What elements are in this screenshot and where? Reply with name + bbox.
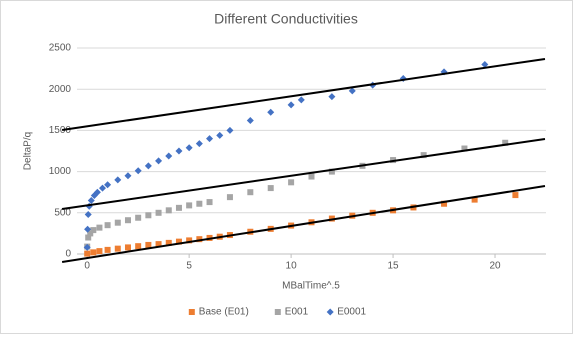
data-point — [98, 184, 106, 192]
data-point — [196, 236, 203, 243]
data-point — [420, 152, 427, 159]
data-point — [87, 196, 95, 204]
trendline — [61, 57, 546, 131]
data-point — [145, 212, 152, 219]
data-point — [165, 152, 173, 160]
y-tick-label: 2500 — [49, 43, 72, 54]
data-point — [226, 194, 233, 201]
x-tick-label: 10 — [286, 261, 298, 272]
y-tick-label: 1500 — [49, 125, 72, 136]
trendline — [61, 185, 546, 263]
data-point — [165, 239, 172, 246]
data-point — [246, 117, 254, 125]
data-point — [84, 225, 92, 233]
y-tick-label: 500 — [54, 207, 71, 218]
legend-label: E001 — [285, 307, 309, 318]
data-point — [104, 246, 111, 253]
data-point — [84, 250, 91, 257]
data-point — [471, 196, 478, 203]
data-point — [124, 244, 131, 251]
data-point — [175, 238, 182, 245]
legend-label: Base (E01) — [199, 307, 249, 318]
data-point — [135, 243, 142, 250]
legend-label: E0001 — [337, 307, 366, 318]
data-point — [114, 176, 122, 184]
data-point — [287, 101, 295, 109]
chart-title: Different Conductivities — [214, 11, 358, 27]
data-point — [206, 135, 214, 143]
x-axis-title: MBalTime^.5 — [282, 281, 340, 292]
data-point — [114, 245, 121, 252]
data-point — [90, 227, 97, 234]
legend-marker — [326, 308, 334, 316]
data-point — [83, 243, 91, 251]
data-point — [328, 93, 336, 101]
x-tick-label: 0 — [84, 261, 90, 272]
data-point — [93, 188, 101, 196]
data-point — [144, 162, 152, 170]
data-point — [104, 181, 112, 189]
data-point — [134, 167, 142, 175]
x-tick-label: 20 — [489, 261, 501, 272]
data-point — [155, 209, 162, 216]
data-point — [348, 87, 356, 95]
x-tick-label: 5 — [186, 261, 192, 272]
data-point — [90, 249, 97, 256]
data-point — [124, 217, 131, 224]
data-point — [185, 144, 193, 152]
data-point — [216, 131, 224, 139]
data-point — [328, 168, 335, 175]
data-point — [226, 126, 234, 134]
data-point — [155, 241, 162, 248]
trendline — [61, 137, 546, 210]
data-point — [96, 224, 103, 231]
data-point — [85, 234, 92, 241]
data-point — [461, 145, 468, 152]
data-point — [502, 139, 509, 146]
data-point — [124, 172, 132, 180]
data-point — [512, 192, 519, 199]
data-point — [186, 202, 193, 209]
data-point — [186, 237, 193, 244]
data-point — [165, 207, 172, 214]
data-point — [145, 241, 152, 248]
y-tick-label: 1000 — [49, 166, 72, 177]
data-point — [96, 248, 103, 255]
data-point — [196, 200, 203, 207]
data-point — [87, 230, 94, 237]
data-point — [114, 219, 121, 226]
data-point — [247, 189, 254, 196]
data-point — [206, 199, 213, 206]
y-axis-title: DeltaP/q — [23, 132, 34, 170]
data-point — [175, 147, 183, 155]
data-point — [175, 204, 182, 211]
x-tick-label: 15 — [388, 261, 400, 272]
data-point — [441, 200, 448, 207]
data-point — [84, 210, 92, 218]
data-point — [155, 157, 163, 165]
data-point — [308, 173, 315, 180]
legend-marker — [274, 309, 281, 315]
data-point — [195, 140, 203, 148]
legend-marker — [188, 309, 195, 315]
data-point — [288, 179, 295, 186]
data-point — [267, 108, 275, 116]
data-point — [481, 60, 489, 68]
data-point — [297, 96, 305, 104]
data-point — [267, 185, 274, 192]
data-point — [135, 214, 142, 221]
y-tick-label: 2000 — [49, 84, 72, 95]
y-tick-label: 0 — [65, 249, 71, 260]
data-point — [104, 222, 111, 229]
